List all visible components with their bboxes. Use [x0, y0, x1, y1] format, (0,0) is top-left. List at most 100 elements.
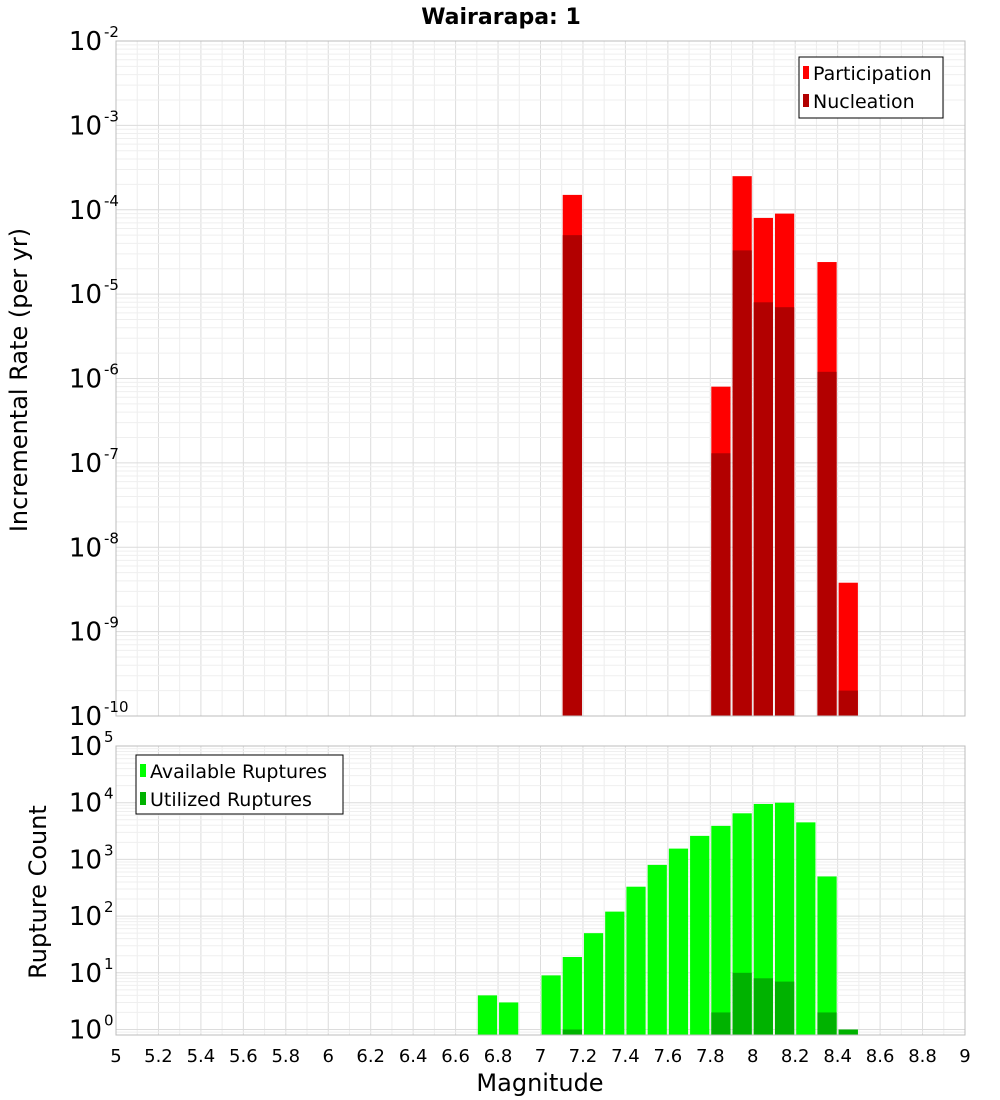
bar [711, 453, 731, 716]
y-tick-exponent: 5 [104, 728, 114, 746]
x-tick-label: 7.6 [654, 1046, 683, 1067]
bar [583, 933, 604, 1035]
x-tick-labels: 5 5.2 5.4 5.6 5.8 6 6.2 6.4 6.6 6.8 7 7.2 7.4 7.6 7.8 8… [110, 1046, 970, 1067]
y-tick-exponent: -7 [104, 445, 119, 463]
x-tick-label: 5.8 [271, 1046, 300, 1067]
y-tick-label: 10 [69, 902, 102, 932]
y-tick-exponent: 2 [104, 898, 114, 916]
y-tick-exponent: -3 [104, 107, 119, 125]
bar [774, 307, 795, 716]
bar [817, 371, 837, 716]
x-tick-label: 8.6 [866, 1046, 895, 1067]
bar [647, 864, 667, 1035]
x-tick-label: 8.8 [908, 1046, 937, 1067]
x-tick-label: 5.4 [187, 1046, 216, 1067]
bar [838, 690, 858, 716]
y-tick-label: 10 [69, 959, 102, 989]
x-tick-label: 6.2 [356, 1046, 385, 1067]
bar [541, 975, 561, 1035]
x-tick-label: 5.2 [144, 1046, 173, 1067]
y-tick-label: 10 [69, 365, 102, 395]
bar [817, 1012, 837, 1035]
y-tick-exponent: -9 [104, 614, 119, 632]
bottom-panel: 10 010 110 210 310 410 55 5.2 5.4 5.6 5.8 6 6.2 6.4 6.… [69, 728, 971, 1067]
x-tick-label: 6.4 [399, 1046, 428, 1067]
y-tick-label: 10 [69, 1016, 102, 1046]
plot-border [115, 745, 966, 1036]
bar [562, 956, 582, 1035]
x-axis-label: Magnitude [476, 1069, 603, 1097]
bar [796, 822, 816, 1035]
series-nucleation [562, 235, 858, 717]
bar [626, 886, 646, 1035]
plot-border [115, 40, 966, 717]
x-tick-label: 7 [535, 1046, 546, 1067]
y-tick-label: 10 [69, 533, 102, 563]
bar [711, 825, 731, 1035]
y-tick-label: 10 [69, 789, 102, 819]
bar [838, 582, 858, 716]
bar [817, 876, 837, 1035]
y-tick-exponent: 3 [104, 841, 114, 859]
bar [499, 1002, 519, 1035]
bar [668, 848, 689, 1035]
bar [690, 835, 710, 1035]
bar [605, 911, 625, 1035]
y-tick-exponent: 0 [104, 1012, 114, 1030]
legend: Available Ruptures Utilized Ruptures [135, 754, 344, 815]
legend-label: Available Ruptures [150, 761, 327, 783]
legend-swatch [803, 94, 809, 107]
y-tick-exponent: 4 [104, 785, 114, 803]
bar [477, 995, 498, 1035]
x-tick-label: 8.4 [823, 1046, 852, 1067]
y-tick-label: 10 [69, 27, 102, 57]
legend-label: Nucleation [813, 91, 915, 113]
x-tick-label: 5 [110, 1046, 121, 1067]
y-tick-label: 10 [69, 280, 102, 310]
y-tick-label: 10 [69, 845, 102, 875]
y-tick-exponent: 1 [104, 955, 114, 973]
x-tick-label: 6.8 [484, 1046, 513, 1067]
x-tick-label: 7.8 [696, 1046, 725, 1067]
bar [711, 1012, 731, 1035]
bar [732, 250, 752, 717]
bar [774, 981, 795, 1035]
bottom-y-axis-label: Rupture Count [24, 805, 52, 979]
y-tick-exponent: -2 [104, 23, 119, 41]
chart-title: Wairarapa: 1 [421, 5, 581, 30]
x-tick-label: 7.4 [611, 1046, 640, 1067]
legend-label: Participation [813, 63, 932, 85]
y-tick-label: 10 [69, 732, 102, 762]
legend: Participation Nucleation [798, 56, 944, 119]
top-y-axis-label: Incremental Rate (per yr) [5, 228, 33, 532]
x-tick-label: 8 [747, 1046, 758, 1067]
legend-box [798, 56, 944, 119]
x-tick-label: 5.6 [229, 1046, 258, 1067]
bar [562, 235, 582, 716]
y-tick-exponent: -5 [104, 276, 119, 294]
y-tick-label: 10 [69, 618, 102, 648]
x-tick-label: 6.6 [441, 1046, 470, 1067]
y-tick-exponent: -4 [104, 192, 119, 210]
gridlines [115, 40, 966, 717]
y-tick-exponent: -6 [104, 361, 119, 379]
y-tick-label: 10 [69, 449, 102, 479]
y-tick-exponent: -10 [104, 698, 129, 716]
bar [753, 978, 773, 1035]
y-tick-label: 10 [69, 111, 102, 141]
legend-swatch [140, 792, 146, 805]
bar [753, 302, 773, 716]
x-tick-label: 8.2 [781, 1046, 810, 1067]
y-tick-exponent: -8 [104, 529, 119, 547]
x-tick-label: 7.2 [569, 1046, 598, 1067]
x-tick-label: 6 [323, 1046, 334, 1067]
legend-label: Utilized Ruptures [150, 789, 312, 811]
legend-box [135, 754, 344, 815]
x-tick-label: 9 [959, 1046, 970, 1067]
y-tick-label: 10 [69, 702, 102, 732]
bar [753, 803, 773, 1035]
